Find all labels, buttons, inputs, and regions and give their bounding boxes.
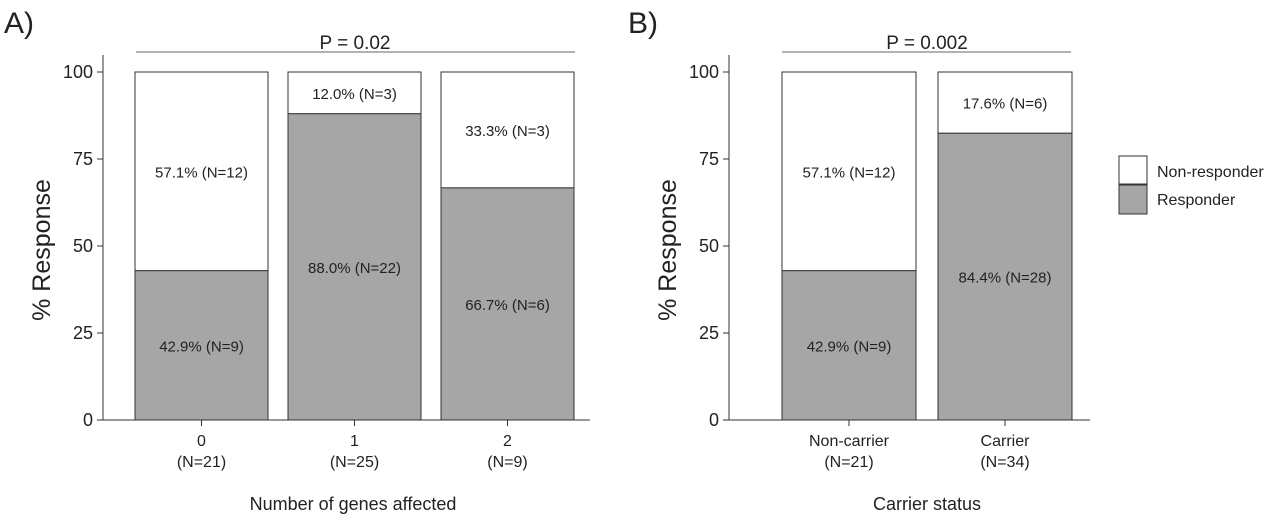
bar-responder-a — [134, 270, 269, 421]
x-axis-label-a: Number of genes affected — [250, 494, 457, 514]
legend-swatch-responder — [1118, 184, 1148, 215]
y-tick-label-b: 25 — [699, 323, 719, 343]
bar-responder-a — [440, 187, 575, 421]
y-tick-label-a: 50 — [73, 236, 93, 256]
bar-non-responder-a — [440, 71, 575, 189]
y-tick-label-b: 75 — [699, 149, 719, 169]
data-label-non-responder-a: 33.3% (N=3) — [465, 123, 550, 140]
p-value-a: P = 0.02 — [320, 33, 391, 54]
data-label-non-responder-b: 57.1% (N=12) — [803, 164, 896, 181]
x-tick-label-b: Non-carrier — [809, 433, 890, 450]
data-label-responder-b: 42.9% (N=9) — [807, 338, 892, 355]
y-tick-label-b: 100 — [689, 62, 719, 82]
chart-b: 0 25 50 75 100 % Response P = 0.002 57.1% (N=12… — [654, 33, 1090, 514]
bar-non-responder-b — [781, 71, 917, 272]
bar-non-responder-b — [937, 71, 1073, 134]
x-tick-label-b: Carrier — [981, 433, 1031, 450]
x-tick-label-a: 2 — [503, 433, 512, 450]
y-axis-label-b: % Response — [654, 179, 682, 321]
panel-label-b: B) — [628, 7, 658, 40]
p-value-b: P = 0.002 — [886, 33, 968, 54]
data-label-non-responder-b: 17.6% (N=6) — [963, 96, 1048, 113]
legend-swatch-non-responder — [1118, 155, 1148, 185]
y-tick-label-a: 100 — [63, 62, 93, 82]
bar-responder-b — [937, 132, 1073, 421]
bar-non-responder-a — [134, 71, 269, 272]
x-tick-label-a: 1 — [350, 433, 359, 450]
x-tick-label-a: 0 — [197, 433, 206, 450]
legend-label-non-responder: Non-responder — [1157, 164, 1264, 181]
data-label-responder-a: 66.7% (N=6) — [465, 297, 550, 314]
x-tick-sublabel-b: (N=21) — [824, 454, 873, 471]
x-tick-sublabel-a: (N=21) — [177, 454, 226, 471]
x-tick-sublabel-b: (N=34) — [980, 454, 1029, 471]
y-tick-label-a: 0 — [83, 410, 93, 430]
x-tick-sublabel-a: (N=9) — [487, 454, 527, 471]
data-label-responder-a: 88.0% (N=22) — [308, 260, 401, 277]
y-tick-label-b: 50 — [699, 236, 719, 256]
data-label-responder-b: 84.4% (N=28) — [959, 270, 1052, 287]
y-tick-label-a: 25 — [73, 323, 93, 343]
y-axis-label-a: % Response — [28, 179, 56, 321]
x-axis-label-b: Carrier status — [873, 494, 981, 514]
panel-label-a: A) — [4, 7, 34, 40]
legend-label-responder: Responder — [1157, 192, 1236, 209]
legend: Non-responder Responder — [1118, 155, 1264, 215]
y-tick-label-a: 75 — [73, 149, 93, 169]
chart-a: 0 25 50 75 100 % Response P = 0.02 57.1% (N=12)… — [28, 33, 590, 514]
y-tick-label-b: 0 — [709, 410, 719, 430]
data-label-non-responder-a: 12.0% (N=3) — [312, 86, 397, 103]
data-label-non-responder-a: 57.1% (N=12) — [155, 164, 248, 181]
bar-responder-b — [781, 270, 917, 421]
x-tick-sublabel-a: (N=25) — [330, 454, 379, 471]
data-label-responder-a: 42.9% (N=9) — [159, 338, 244, 355]
